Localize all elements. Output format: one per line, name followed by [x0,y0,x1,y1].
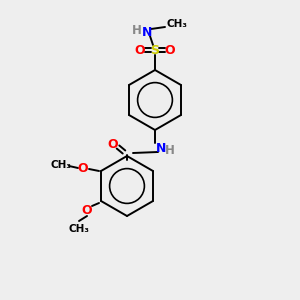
Text: CH₃: CH₃ [68,224,89,234]
Text: O: O [78,163,88,176]
Text: H: H [132,23,142,37]
Text: O: O [165,44,175,56]
Text: CH₃: CH₃ [50,160,71,170]
Text: O: O [108,137,118,151]
Text: N: N [142,26,152,38]
Text: N: N [156,142,166,154]
Text: H: H [165,143,175,157]
Text: O: O [135,44,145,56]
Text: CH₃: CH₃ [167,19,188,29]
Text: O: O [82,205,92,218]
Text: S: S [151,44,160,56]
